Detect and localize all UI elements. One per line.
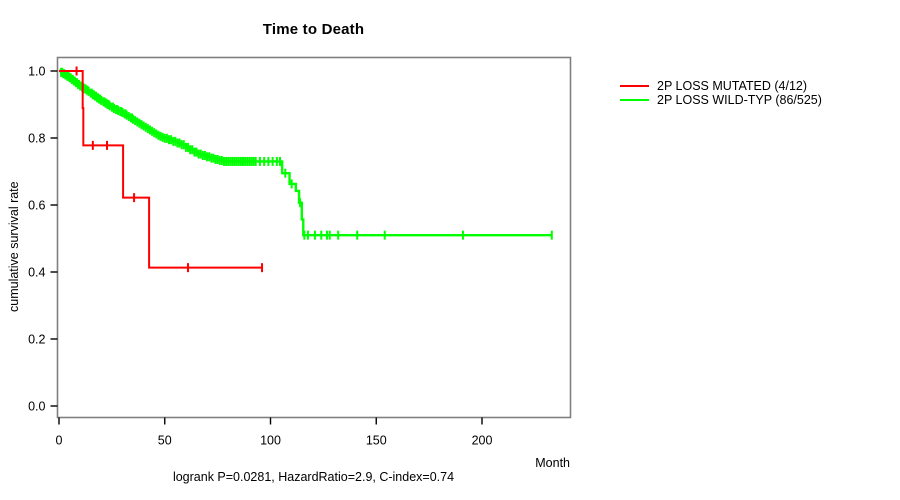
- legend-line-red: [620, 85, 649, 87]
- statistics-footnote: logrank P=0.0281, HazardRatio=2.9, C-ind…: [172, 470, 455, 484]
- svg-text:50: 50: [158, 434, 172, 448]
- svg-text:0: 0: [56, 434, 63, 448]
- svg-text:200: 200: [472, 434, 493, 448]
- legend-label-wildtype: 2P LOSS WILD-TYP (86/525): [657, 93, 822, 107]
- svg-text:0.4: 0.4: [28, 266, 45, 280]
- legend-item-mutated: 2P LOSS MUTATED (4/12): [620, 79, 822, 93]
- legend: 2P LOSS MUTATED (4/12) 2P LOSS WILD-TYP …: [620, 79, 822, 107]
- legend-line-green: [620, 99, 649, 101]
- legend-label-mutated: 2P LOSS MUTATED (4/12): [657, 79, 808, 93]
- svg-text:0.8: 0.8: [28, 132, 45, 146]
- svg-text:0.6: 0.6: [28, 199, 45, 213]
- legend-item-wildtype: 2P LOSS WILD-TYP (86/525): [620, 93, 822, 107]
- svg-text:0.2: 0.2: [28, 333, 45, 347]
- x-axis-label: Month: [535, 456, 570, 470]
- svg-text:0.0: 0.0: [28, 400, 45, 414]
- svg-text:100: 100: [260, 434, 281, 448]
- chart-title: Time to Death: [262, 21, 365, 38]
- svg-text:150: 150: [366, 434, 387, 448]
- svg-text:1.0: 1.0: [28, 65, 45, 79]
